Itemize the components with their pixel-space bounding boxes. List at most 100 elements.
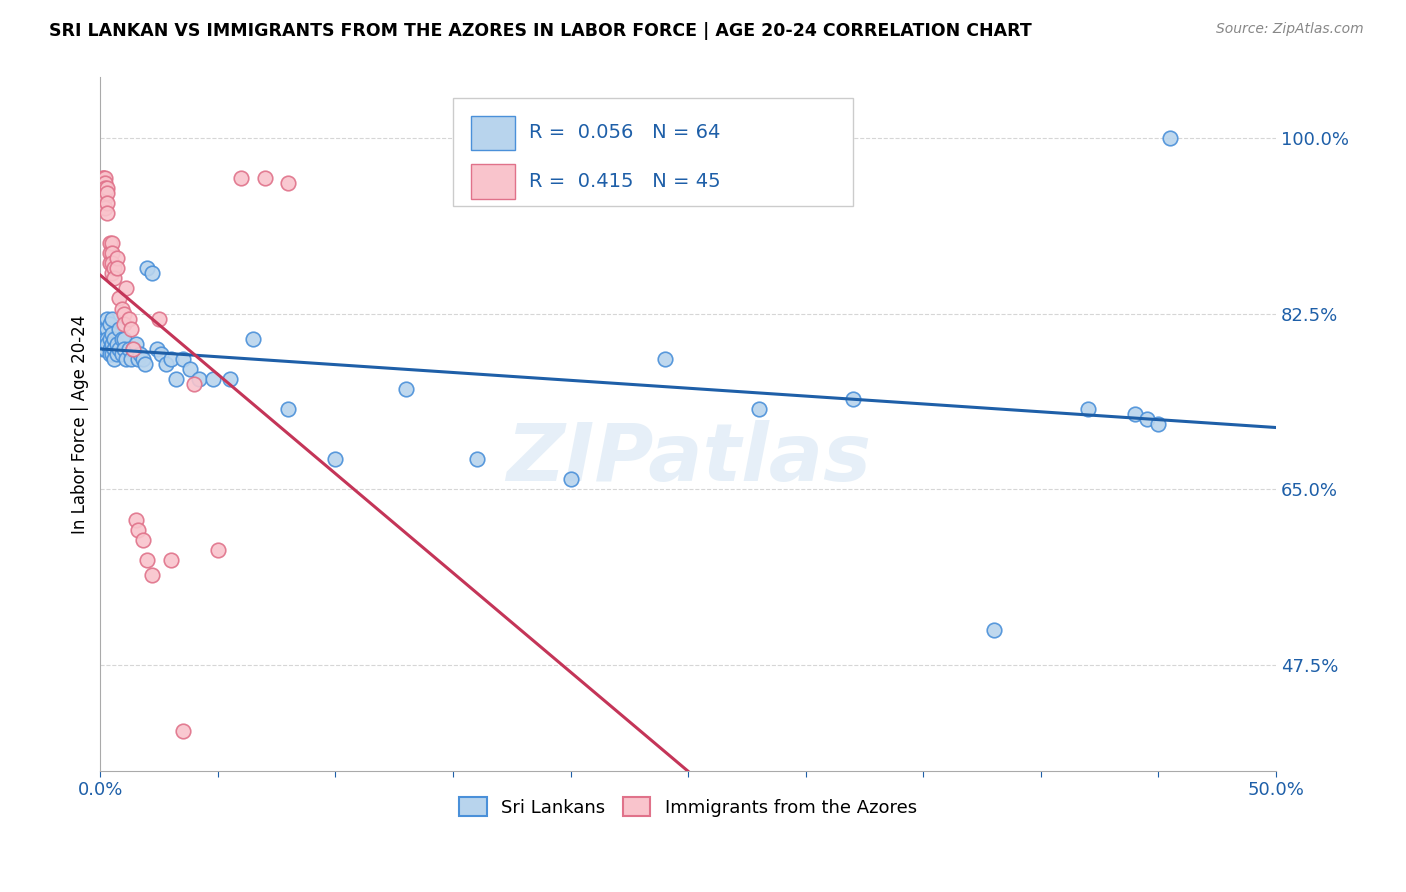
Point: [122, 342, 145, 356]
Point: [103, 271, 125, 285]
Point: [112, 307, 135, 321]
Point: [98, 236, 121, 251]
Point: [105, 336, 128, 351]
Point: [124, 512, 146, 526]
Point: [101, 256, 124, 270]
Point: [179, 361, 201, 376]
Point: [748, 402, 770, 417]
Point: [103, 332, 125, 346]
Point: [98, 256, 121, 270]
Point: [172, 351, 194, 366]
Point: [131, 351, 153, 366]
Point: [96, 196, 118, 211]
Point: [131, 533, 153, 547]
Point: [98, 347, 121, 361]
Point: [115, 351, 138, 366]
Point: [277, 402, 299, 417]
Point: [134, 357, 156, 371]
Point: [207, 542, 229, 557]
Point: [127, 523, 149, 537]
Bar: [471, 164, 516, 199]
Point: [103, 351, 125, 366]
Point: [103, 261, 125, 276]
Point: [112, 317, 135, 331]
Point: [231, 170, 253, 185]
Point: [124, 336, 146, 351]
Point: [1159, 130, 1181, 145]
Point: [129, 347, 152, 361]
Point: [91, 170, 114, 185]
Point: [103, 342, 125, 356]
Point: [155, 357, 177, 371]
Point: [98, 317, 121, 331]
Point: [112, 342, 135, 356]
Point: [110, 347, 132, 361]
Point: [395, 382, 418, 396]
Point: [1136, 412, 1159, 426]
Point: [127, 351, 149, 366]
Text: SRI LANKAN VS IMMIGRANTS FROM THE AZORES IN LABOR FORCE | AGE 20-24 CORRELATION : SRI LANKAN VS IMMIGRANTS FROM THE AZORES…: [49, 22, 1032, 40]
FancyBboxPatch shape: [453, 98, 853, 206]
Point: [91, 336, 114, 351]
Point: [218, 372, 240, 386]
Point: [253, 170, 276, 185]
Point: [101, 336, 124, 351]
Point: [150, 347, 173, 361]
Point: [183, 376, 205, 391]
Point: [96, 206, 118, 220]
Point: [141, 266, 163, 280]
Point: [94, 321, 117, 335]
Point: [120, 321, 142, 335]
Point: [560, 472, 582, 486]
Point: [120, 351, 142, 366]
Point: [96, 311, 118, 326]
Point: [94, 342, 117, 356]
Point: [91, 181, 114, 195]
Text: R =  0.056   N = 64: R = 0.056 N = 64: [530, 123, 721, 143]
Point: [325, 452, 347, 467]
Point: [148, 311, 170, 326]
Point: [136, 552, 159, 566]
Point: [108, 292, 131, 306]
Point: [94, 181, 117, 195]
Point: [165, 372, 187, 386]
Point: [96, 321, 118, 335]
Point: [202, 372, 225, 386]
Point: [96, 332, 118, 346]
Point: [242, 332, 264, 346]
Point: [91, 342, 114, 356]
Point: [91, 176, 114, 190]
Point: [101, 236, 124, 251]
Point: [117, 311, 139, 326]
Point: [983, 623, 1005, 637]
Point: [98, 342, 121, 356]
Point: [160, 351, 183, 366]
Legend: Sri Lankans, Immigrants from the Azores: Sri Lankans, Immigrants from the Azores: [453, 790, 924, 824]
Point: [105, 347, 128, 361]
Point: [98, 332, 121, 346]
Point: [1123, 407, 1146, 421]
Point: [94, 201, 117, 215]
Point: [105, 252, 128, 266]
Point: [96, 181, 118, 195]
Point: [136, 261, 159, 276]
Point: [94, 332, 117, 346]
Point: [98, 246, 121, 260]
Point: [146, 342, 169, 356]
Text: Source: ZipAtlas.com: Source: ZipAtlas.com: [1216, 22, 1364, 37]
Point: [277, 176, 299, 190]
Point: [101, 246, 124, 260]
Point: [117, 342, 139, 356]
Bar: [471, 116, 516, 150]
Point: [105, 261, 128, 276]
Text: ZIPatlas: ZIPatlas: [506, 420, 870, 498]
Point: [465, 452, 488, 467]
Point: [110, 301, 132, 316]
Point: [94, 191, 117, 205]
Point: [842, 392, 865, 406]
Point: [94, 170, 117, 185]
Point: [108, 342, 131, 356]
Point: [96, 186, 118, 200]
Point: [112, 332, 135, 346]
Point: [94, 176, 117, 190]
